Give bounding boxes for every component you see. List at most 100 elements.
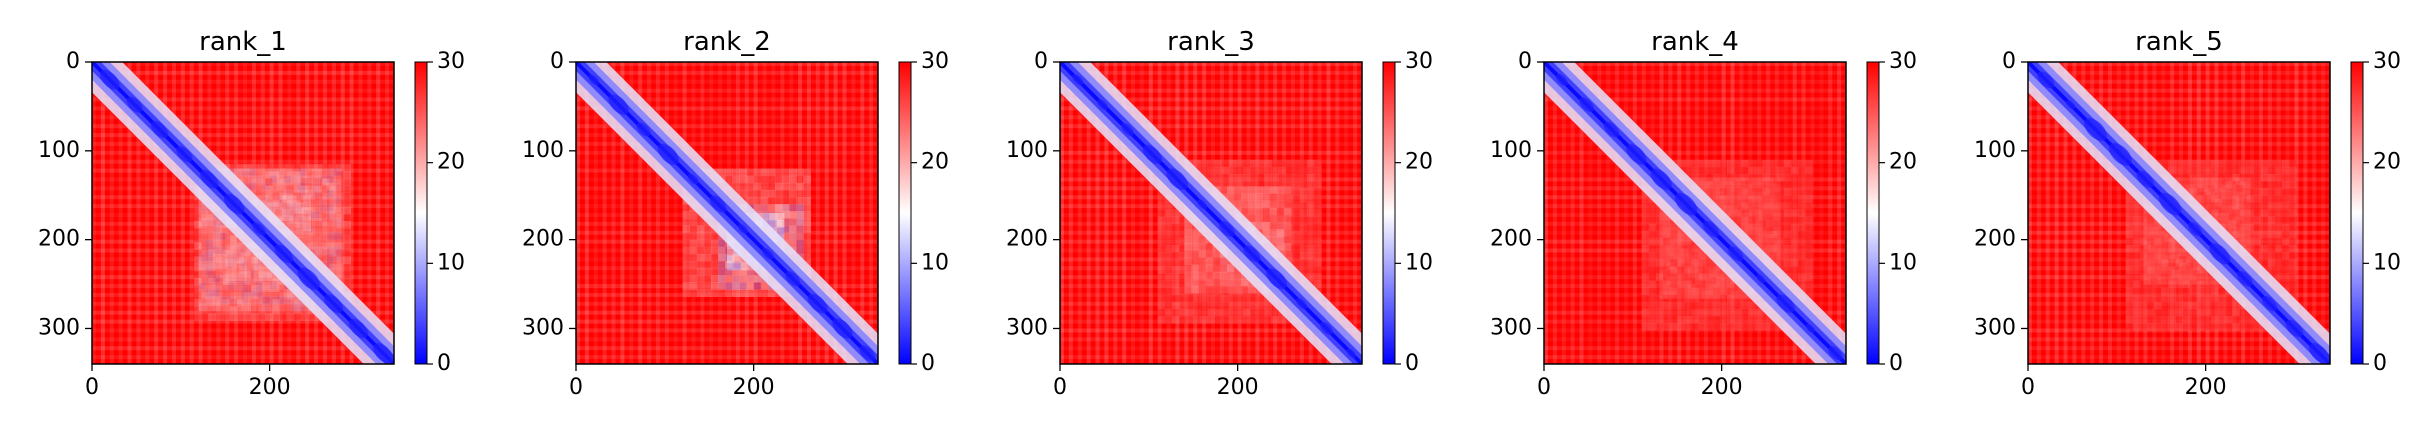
contact-cell <box>229 284 238 293</box>
contact-cell <box>314 199 323 208</box>
contact-cell <box>1734 188 1742 196</box>
contact-cell <box>1719 308 1728 317</box>
contact-cell <box>2210 316 2219 324</box>
contact-cell <box>1257 294 1265 303</box>
heatmap-texture <box>1579 62 1584 364</box>
heatmap-texture <box>655 62 660 364</box>
contact-cell <box>1191 257 1200 266</box>
diagonal-blob <box>1756 274 1766 284</box>
contact-cell <box>336 178 344 186</box>
contact-cell <box>1292 173 1301 182</box>
contact-cell <box>1790 216 1799 225</box>
contact-cell <box>2253 252 2262 260</box>
contact-cell <box>782 225 790 234</box>
contact-cell <box>1648 323 1657 331</box>
contact-cell <box>2196 173 2205 182</box>
contact-cell <box>696 275 705 283</box>
contact-cell <box>1762 202 1771 210</box>
contact-cell <box>1186 294 1194 303</box>
contact-cell <box>718 275 726 283</box>
contact-cell <box>329 249 337 258</box>
heatmap-texture <box>2321 62 2326 364</box>
contact-cell <box>1269 236 1278 244</box>
contact-cell <box>1200 294 1208 303</box>
contact-cell <box>322 242 330 250</box>
contact-cell <box>2225 188 2233 196</box>
contact-cell <box>2289 230 2297 239</box>
contact-cell <box>2218 323 2226 331</box>
contact-cell <box>1734 294 1742 303</box>
contact-cell <box>243 284 252 293</box>
contact-cell <box>682 253 691 262</box>
y-tick-label: 300 <box>522 315 564 340</box>
heatmap-texture <box>92 124 394 129</box>
contact-cell <box>1698 287 1707 296</box>
contact-cell <box>725 289 733 297</box>
contact-cell <box>215 306 224 314</box>
contact-cell <box>1164 223 1173 232</box>
contact-cell <box>2260 195 2269 203</box>
contact-cell <box>1670 223 1678 232</box>
heatmap-texture <box>576 355 878 360</box>
contact-cell <box>286 306 295 314</box>
contact-cell <box>1712 188 1721 196</box>
colorbar-tick-label: 20 <box>2373 150 2401 175</box>
contact-cell <box>1171 259 1180 267</box>
contact-cell <box>2132 244 2141 253</box>
contact-cell <box>1719 301 1728 310</box>
heatmap-texture <box>2028 88 2330 93</box>
contact-cell <box>279 292 288 300</box>
contact-cell <box>229 277 238 286</box>
heatmap-texture <box>92 62 96 364</box>
contact-cell <box>727 262 735 271</box>
contact-cell <box>1164 202 1173 210</box>
contact-cell <box>1726 316 1735 324</box>
contact-cell <box>265 313 273 321</box>
contact-cell <box>1684 237 1692 246</box>
contact-cell <box>2218 202 2226 210</box>
contact-cell <box>1798 188 1806 196</box>
contact-cell <box>2232 188 2240 196</box>
heatmap-texture <box>860 62 865 364</box>
contact-cell <box>1698 323 1707 331</box>
contact-cell <box>2182 280 2191 289</box>
contact-cell <box>2267 209 2276 218</box>
contact-cell <box>682 218 691 226</box>
contact-cell <box>1306 273 1315 282</box>
heatmap-texture <box>576 328 878 333</box>
contact-cell <box>1198 271 1207 280</box>
contact-cell <box>1306 252 1315 260</box>
contact-cell <box>208 249 216 258</box>
contact-cell <box>1283 221 1292 230</box>
contact-cell <box>1776 159 1785 168</box>
contact-cell <box>2147 308 2155 317</box>
contact-cell <box>1712 287 1721 296</box>
contact-cell <box>307 235 316 243</box>
contact-cell <box>215 277 224 286</box>
contact-cell <box>1314 280 1322 289</box>
contact-cell <box>1221 308 1230 317</box>
heatmap-texture <box>376 62 381 364</box>
contact-cell <box>1219 278 1228 287</box>
contact-cell <box>2189 323 2198 331</box>
contact-cell <box>2147 294 2155 303</box>
contact-cell <box>229 306 238 314</box>
contact-cell <box>236 277 245 286</box>
diagonal-blob <box>324 294 343 313</box>
heatmap-texture <box>1544 133 1846 138</box>
contact-cell <box>1719 316 1728 324</box>
heatmap-texture <box>92 97 394 102</box>
heatmap-texture <box>109 62 114 364</box>
contact-cell <box>1641 294 1650 303</box>
contact-cell <box>2125 223 2134 232</box>
contact-cell <box>201 299 209 307</box>
contact-cell <box>293 171 302 179</box>
contact-cell <box>2282 173 2290 182</box>
contact-cell <box>2282 252 2290 260</box>
contact-cell <box>300 206 309 215</box>
diagonal-blob <box>99 69 120 90</box>
heatmap-texture <box>92 346 394 351</box>
contact-cell <box>1314 244 1322 253</box>
contact-cell <box>286 313 295 321</box>
contact-cell <box>1214 308 1223 317</box>
